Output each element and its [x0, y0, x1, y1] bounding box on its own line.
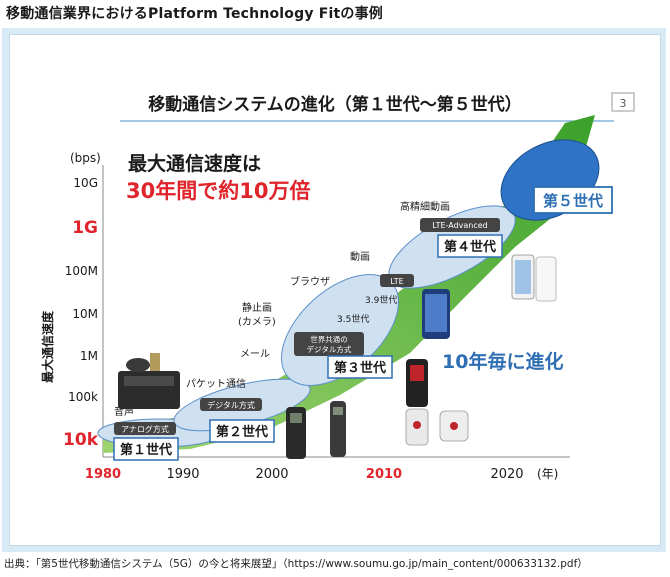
y-tick-100m: 100M: [65, 264, 98, 278]
gen3-flip-phone-icon: [405, 359, 469, 446]
growth-band: [103, 115, 595, 453]
gen1-box: [113, 437, 179, 461]
service-gen3: メール: [240, 349, 270, 360]
gen1-label: 第１世代: [120, 442, 172, 458]
gen2-mobile-phone-icon: [286, 401, 346, 459]
y-tick-10m: 10M: [72, 307, 98, 321]
gen4-label: 第４世代: [444, 239, 496, 255]
x-axis-unit: (年): [537, 467, 558, 481]
y-tick-1m: 1M: [80, 349, 98, 363]
source-citation: 出典：「第5世代移動通信システム（5G）の今と将来展望」（https://www…: [4, 558, 588, 570]
y-tick-1g: 1G: [72, 218, 98, 238]
annotation-browser: ブラウザ: [290, 275, 330, 288]
gen5-box: [533, 186, 613, 214]
gen1-shoulder-phone-icon: [118, 353, 180, 409]
method-gen4: LTE-Advanced: [432, 221, 488, 230]
lte-label: LTE: [390, 277, 403, 286]
page-title: 移動通信業界におけるPlatform Technology Fitの事例: [6, 6, 384, 22]
method-gen1: アナログ方式: [121, 424, 169, 434]
y-tick-100k: 100k: [68, 390, 98, 404]
slide: 移動通信システムの進化（第１世代〜第５世代） 3 (bps) 最大通信速度 10…: [9, 34, 661, 546]
gen4-box: [437, 234, 503, 258]
x-tick-2020: 2020: [490, 467, 523, 482]
annotation-still-image-line2: (カメラ): [238, 316, 276, 328]
headline: 最大通信速度は: [128, 152, 261, 175]
gen3-5-smartphone-icon: [422, 289, 450, 339]
gen2-box: [209, 419, 275, 443]
page-number: 3: [620, 97, 627, 110]
figure-frame: 移動通信システムの進化（第１世代〜第５世代） 3 (bps) 最大通信速度 10…: [2, 28, 666, 552]
method-pill-gen4: [420, 218, 500, 232]
method-pill-gen3: [294, 332, 364, 356]
x-tick-2000: 2000: [255, 467, 288, 482]
annotation-3-9g: 3.9世代: [365, 294, 397, 306]
evolution-chart: 移動通信システムの進化（第１世代〜第５世代） 3 (bps) 最大通信速度 10…: [40, 92, 635, 482]
x-tick-1980: 1980: [85, 467, 121, 482]
service-gen2: パケット通信: [186, 378, 246, 390]
gen3-box: [327, 355, 393, 379]
y-tick-10k: 10k: [63, 430, 99, 450]
x-tick-2010: 2010: [366, 467, 402, 482]
method-pill-gen2: [200, 398, 262, 411]
gen4-smartphone-icon: [511, 254, 557, 302]
y-axis-unit: (bps): [70, 151, 101, 165]
method-gen3-line1: 世界共通の: [310, 334, 348, 344]
side-note: 10年毎に進化: [442, 350, 563, 373]
method-pill-gen1: [114, 422, 176, 435]
y-tick-10g: 10G: [73, 176, 98, 190]
method-gen2: デジタル方式: [207, 400, 255, 410]
x-tick-1990: 1990: [166, 467, 199, 482]
gen3-label: 第３世代: [334, 360, 386, 376]
service-gen4: 高精細動画: [400, 200, 450, 213]
y-axis-label: 最大通信速度: [40, 310, 55, 383]
page-number-box: [611, 92, 635, 112]
lte-pill: [380, 274, 414, 287]
slide-title: 移動通信システムの進化（第１世代〜第５世代）: [148, 94, 522, 115]
method-gen3-line2: デジタル方式: [307, 344, 352, 354]
headline-highlight: 30年間で約10万倍: [126, 179, 310, 203]
annotation-video: 動画: [350, 250, 370, 263]
annotation-3-5g: 3.5世代: [337, 313, 369, 325]
annotation-still-image-line1: 静止画: [242, 301, 272, 314]
gen5-label: 第５世代: [543, 192, 603, 210]
gen2-label: 第２世代: [216, 424, 268, 440]
